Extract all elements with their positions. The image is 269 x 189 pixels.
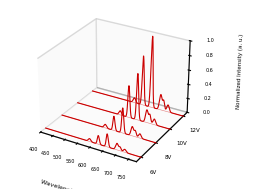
X-axis label: Wavelength (nm): Wavelength (nm)	[40, 179, 94, 189]
